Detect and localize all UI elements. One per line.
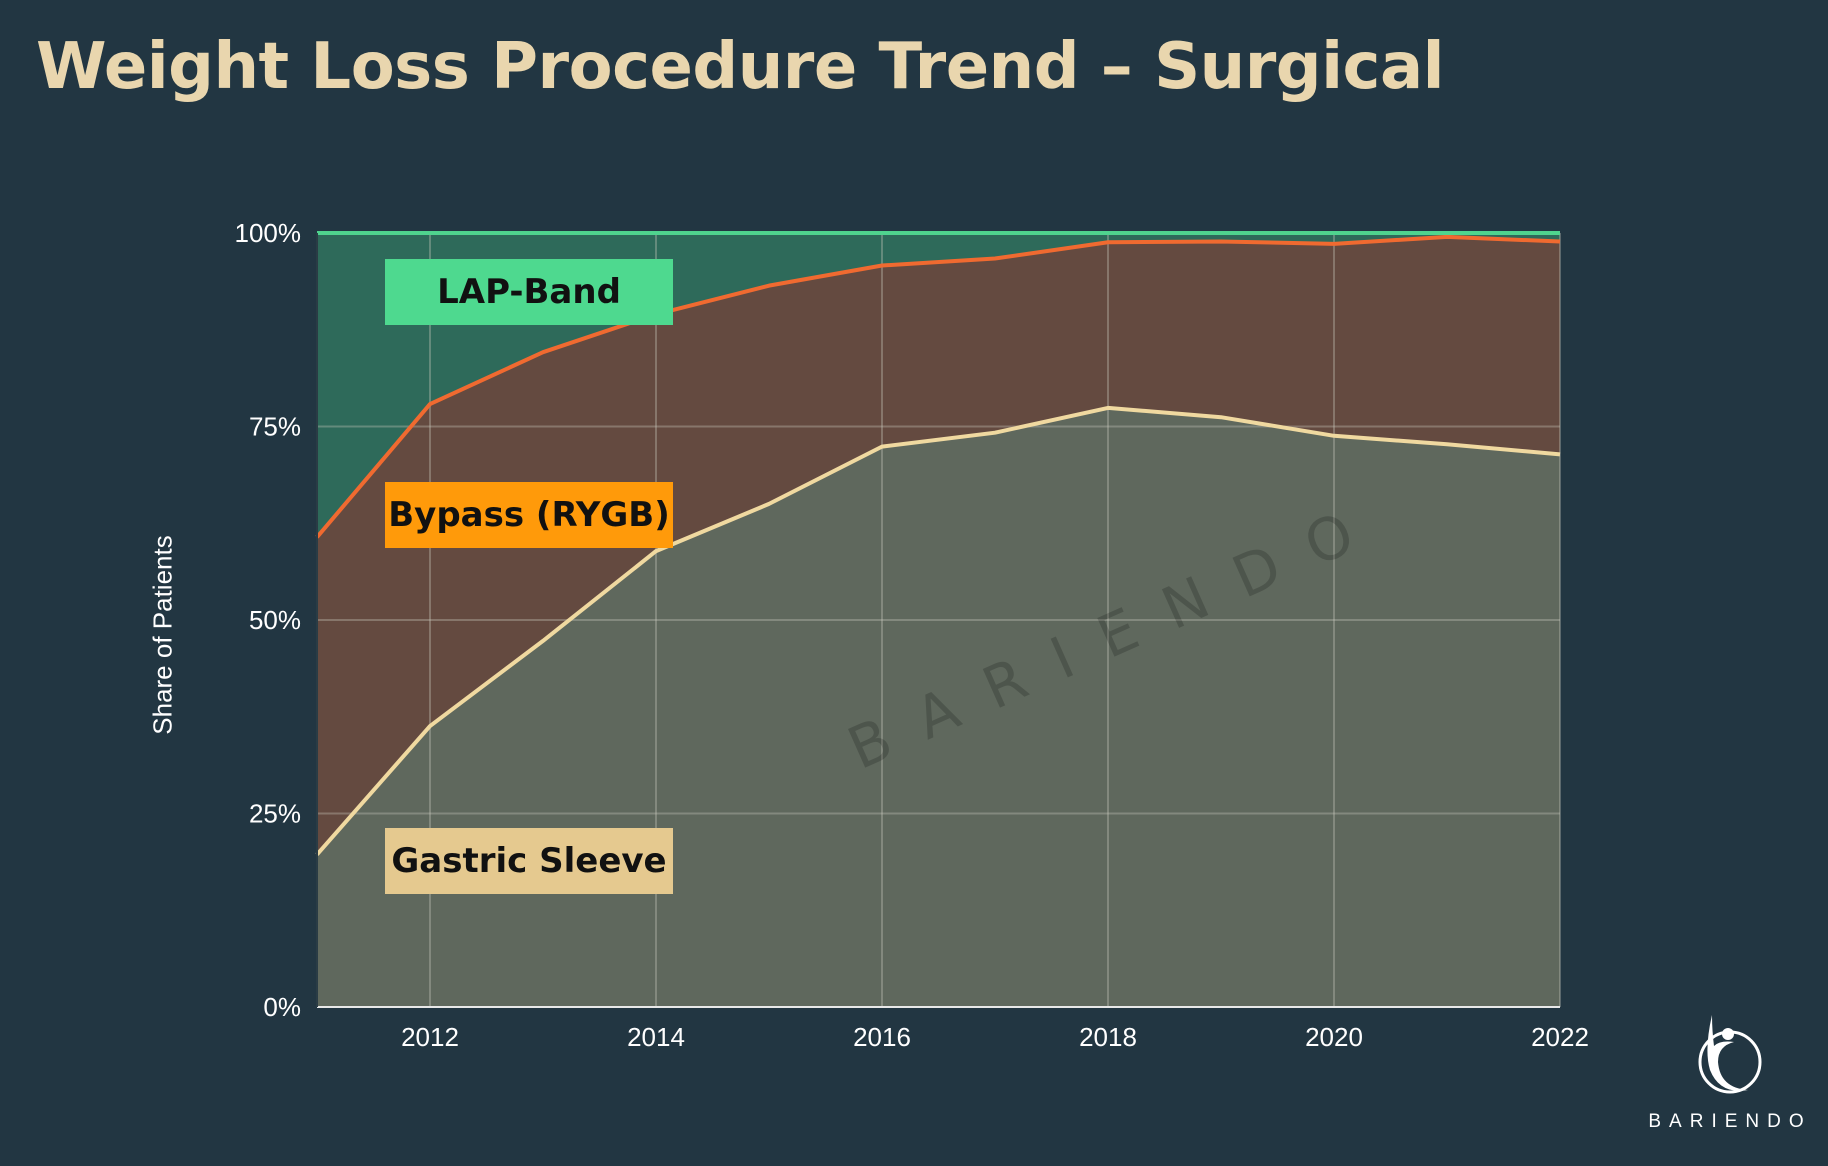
bariendo-logo: BARIENDO <box>1640 1010 1820 1133</box>
line-gastric-sleeve <box>315 405 1561 856</box>
label-lap-band: LAP-Band <box>385 259 673 325</box>
y-tick-label: 0% <box>263 992 301 1022</box>
area-bypass-rygb- <box>317 236 1560 855</box>
y-axis-label: Share of Patients <box>147 535 178 735</box>
logo-icon <box>1698 1015 1762 1094</box>
label-bypass: Bypass (RYGB) <box>385 482 673 548</box>
x-tick-label: 2018 <box>1079 1022 1137 1052</box>
label-gastric-sleeve: Gastric Sleeve <box>385 828 673 894</box>
x-tick-label: 2012 <box>401 1022 459 1052</box>
line-bypass-rygb- <box>315 234 1561 539</box>
y-tick-label: 100% <box>235 218 302 248</box>
y-tick-label: 50% <box>249 605 301 635</box>
chart-title: Weight Loss Procedure Trend – Surgical <box>36 30 1445 104</box>
y-tick-label: 25% <box>249 799 301 829</box>
x-tick-label: 2020 <box>1305 1022 1363 1052</box>
logo-text: BARIENDO <box>1648 1111 1812 1132</box>
x-tick-label: 2022 <box>1531 1022 1589 1052</box>
x-tick-label: 2014 <box>627 1022 685 1052</box>
x-tick-label: 2016 <box>853 1022 911 1052</box>
y-tick-label: 75% <box>249 412 301 442</box>
